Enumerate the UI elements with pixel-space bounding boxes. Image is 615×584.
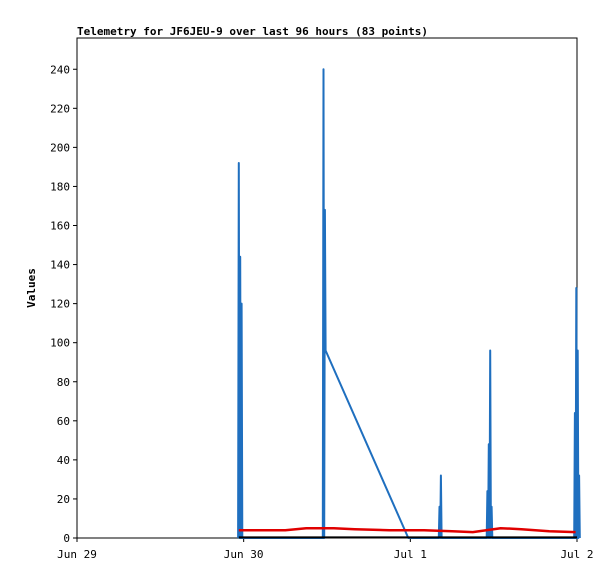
y-tick-label: 200 [50,141,70,154]
x-tick-label: Jul 1 [394,548,427,561]
y-tick-label: 100 [50,337,70,350]
y-tick-label: 220 [50,102,70,115]
y-tick-label: 240 [50,63,70,76]
axis-ticks: 0 20 40 60 80 100 120 140 160 180 200 220 240 Jun 29 J… [50,63,593,561]
series-line-1 [237,68,581,539]
x-tick-label: Jun 29 [57,548,97,561]
y-tick-label: 80 [57,376,70,389]
y-tick-label: 160 [50,220,70,233]
y-tick-label: 20 [57,493,70,506]
y-tick-label: 40 [57,454,70,467]
y-tick-label: 140 [50,259,70,272]
series-line-2 [238,526,576,534]
chart-title: Telemetry for JF6JEU-9 over last 96 hour… [77,25,428,38]
x-tick-label: Jul 2 [560,548,593,561]
y-axis-label: Values [25,268,38,308]
y-tick-label: 120 [50,298,70,311]
plot-area-frame [76,37,578,539]
y-tick-label: 180 [50,180,70,193]
series-lines [237,68,581,539]
x-tick-label: Jun 30 [224,548,264,561]
y-tick-label: 60 [57,415,70,428]
y-tick-label: 0 [63,532,70,545]
